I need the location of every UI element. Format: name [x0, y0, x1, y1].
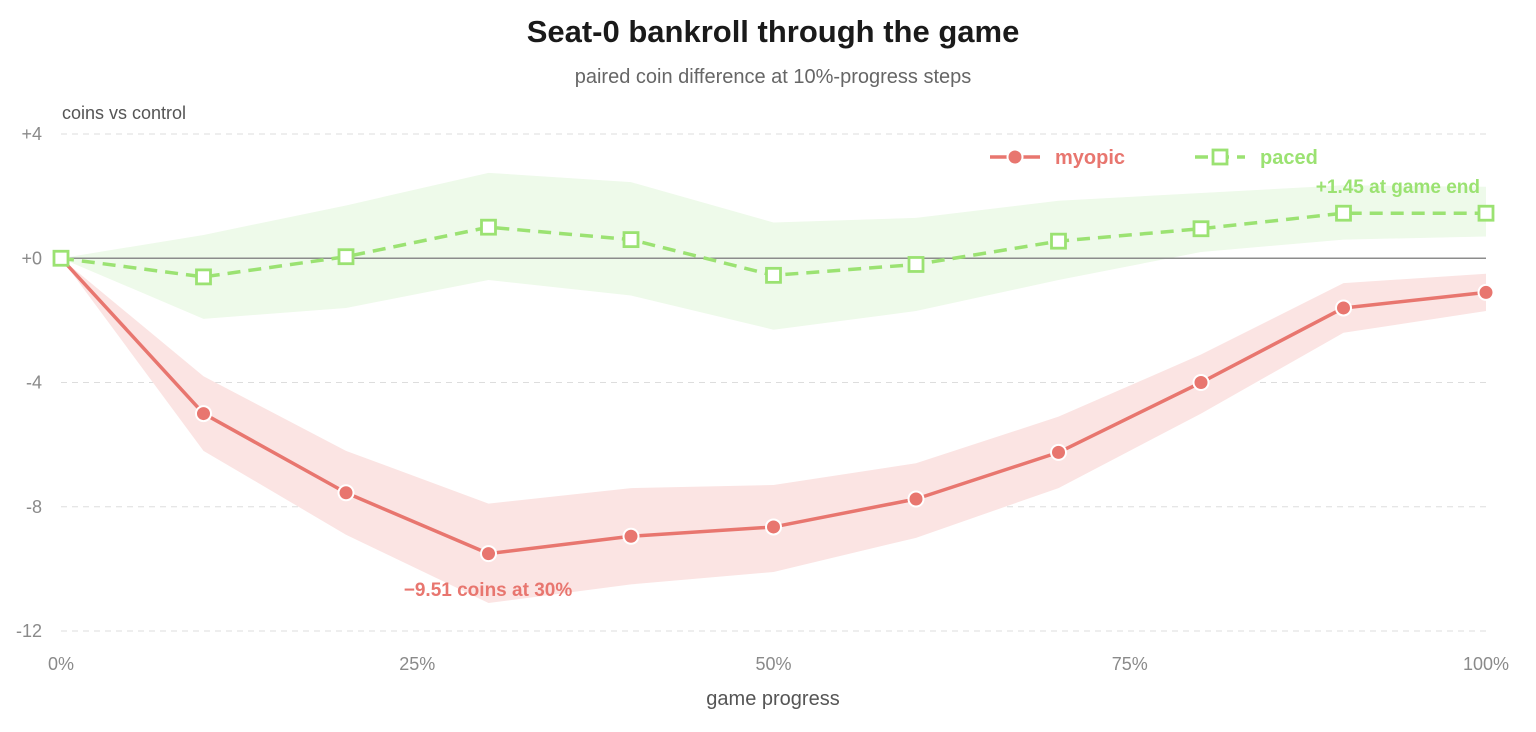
x-tick-label: 0% — [48, 654, 74, 674]
paced-point — [195, 268, 212, 286]
annotations: −9.51 coins at 30% +1.45 at game end — [404, 177, 1480, 601]
paced-point — [1192, 220, 1210, 238]
paced-point — [1477, 204, 1495, 222]
confidence-bands — [61, 172, 1486, 604]
myopic-point — [907, 490, 925, 508]
myopic-band — [61, 258, 1486, 604]
paced-point — [52, 249, 70, 267]
x-tick-label: 100% — [1463, 654, 1509, 674]
myopic-point — [1192, 374, 1210, 391]
paced-point — [480, 218, 497, 236]
paced-annotation: +1.45 at game end — [1316, 177, 1480, 198]
myopic-point — [622, 527, 640, 545]
myopic-annotation: −9.51 coins at 30% — [404, 580, 573, 601]
y-tick-labels: +4 +0 -4 -8 -12 — [16, 124, 42, 641]
x-tick-label: 75% — [1112, 654, 1148, 674]
paced-point — [1050, 232, 1067, 250]
legend-paced-marker — [1211, 148, 1229, 166]
y-tick-label: -4 — [26, 373, 42, 393]
paced-point — [765, 266, 782, 284]
myopic-point — [1477, 283, 1495, 301]
legend-paced-label: paced — [1260, 147, 1318, 169]
myopic-point — [1050, 443, 1067, 461]
chart-title: Seat-0 bankroll through the game — [527, 14, 1020, 49]
paced-point — [337, 248, 355, 266]
series-markers — [52, 204, 1495, 563]
x-tick-labels: 0% 25% 50% 75% 100% — [48, 654, 1509, 674]
x-axis-label: game progress — [706, 688, 839, 710]
paced-point — [622, 231, 640, 249]
myopic-point — [337, 484, 355, 502]
myopic-point — [195, 405, 212, 423]
y-tick-label: +0 — [21, 248, 42, 268]
y-axis-label: coins vs control — [62, 103, 186, 123]
myopic-point — [765, 518, 782, 536]
myopic-point — [480, 545, 497, 563]
paced-point — [1335, 204, 1352, 222]
y-tick-label: +4 — [21, 124, 42, 144]
paced-point — [907, 256, 925, 273]
myopic-point — [1335, 299, 1352, 317]
y-tick-label: -8 — [26, 497, 42, 517]
legend-myopic-marker — [1006, 148, 1024, 166]
y-tick-label: -12 — [16, 621, 42, 641]
legend-myopic-label: myopic — [1055, 147, 1125, 169]
x-tick-label: 50% — [755, 654, 791, 674]
x-tick-label: 25% — [399, 654, 435, 674]
legend: myopic paced — [990, 147, 1318, 169]
chart-subtitle: paired coin difference at 10%-progress s… — [575, 66, 972, 88]
paced-band — [61, 172, 1486, 330]
